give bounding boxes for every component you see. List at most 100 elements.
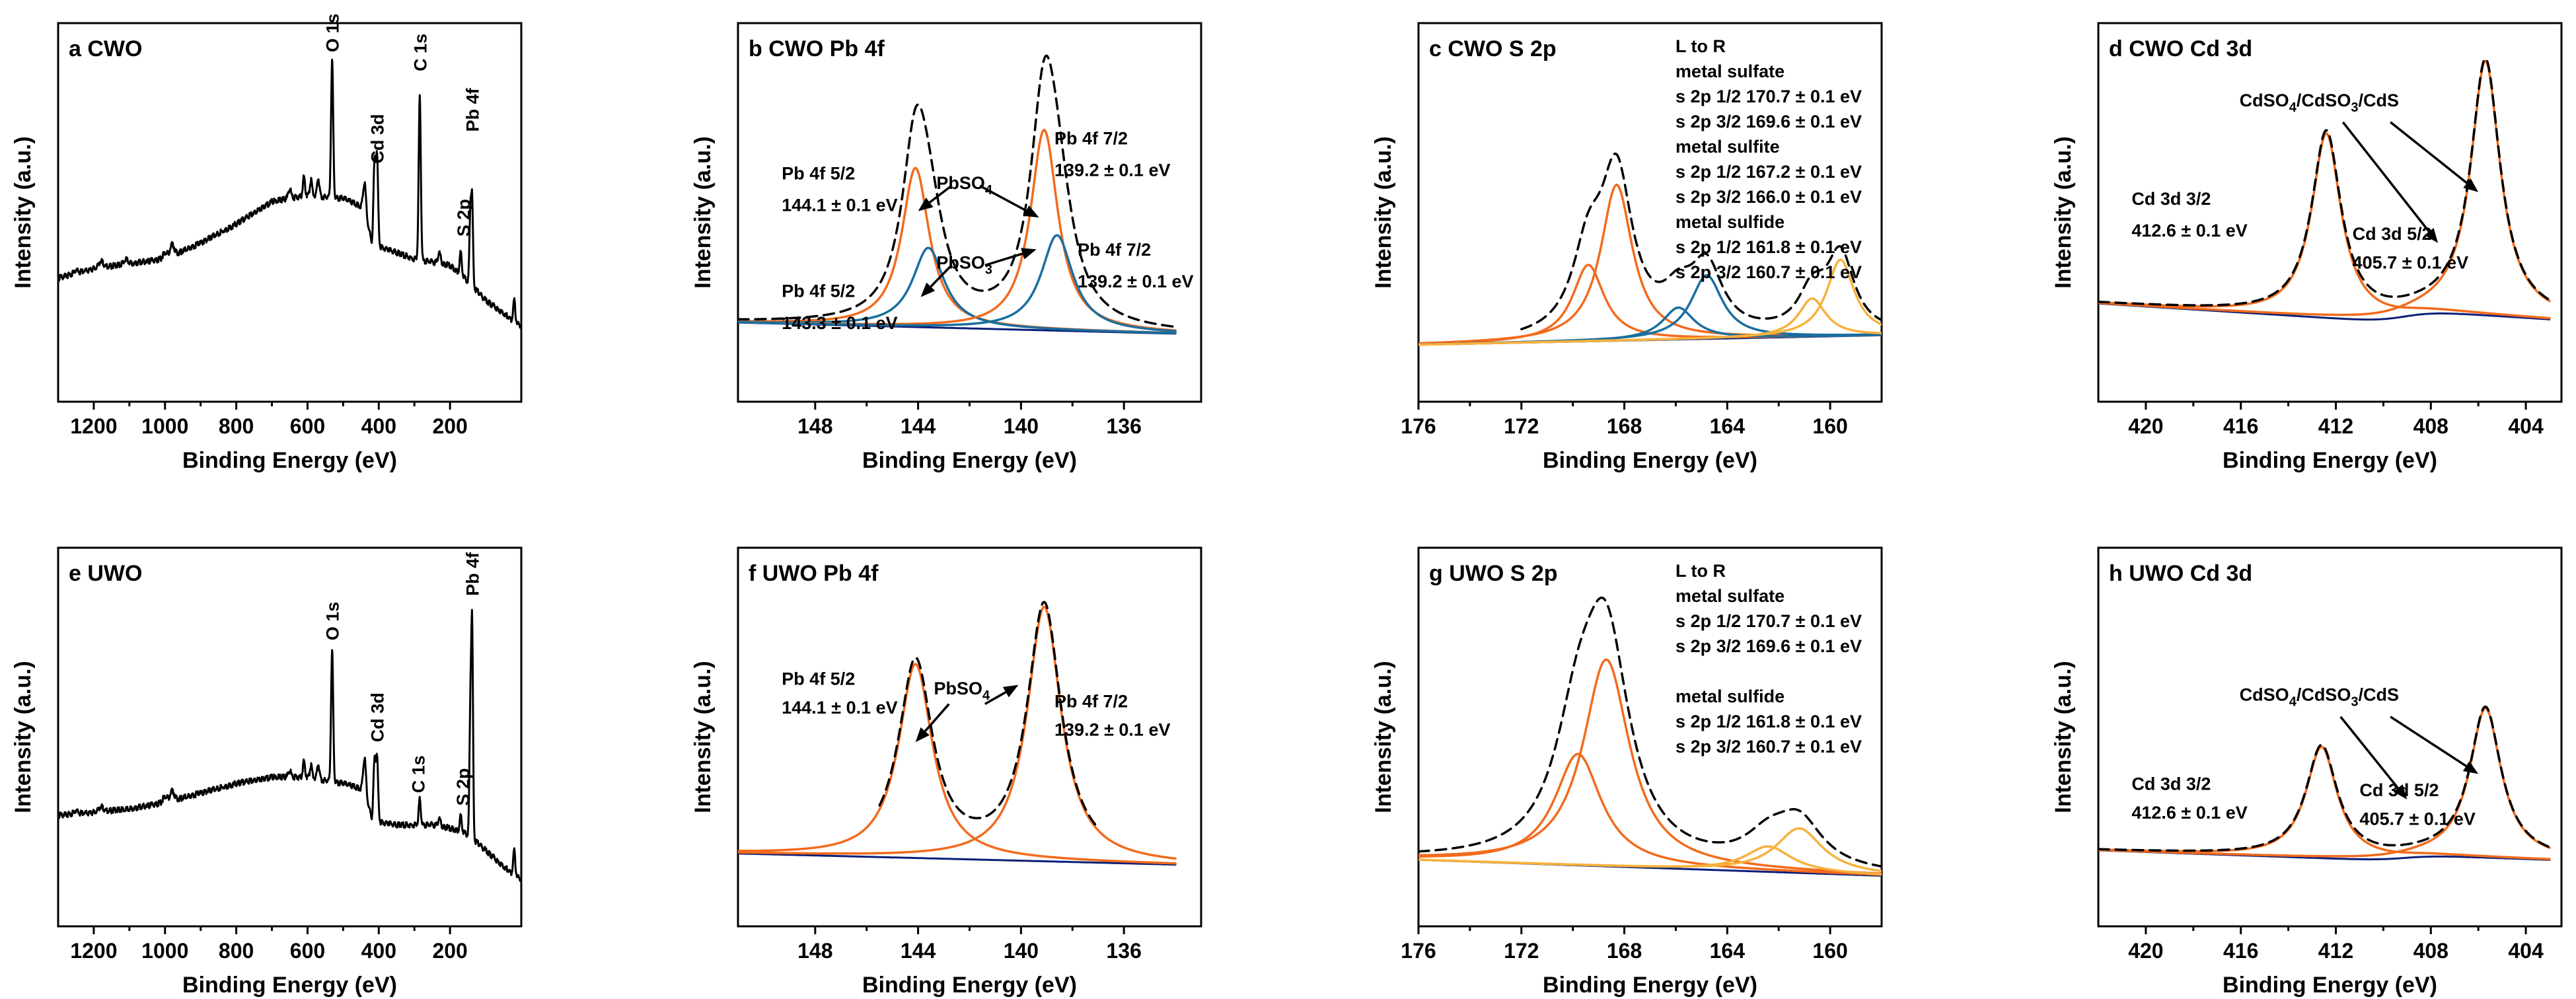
y-axis-label: Intensity (a.u.) <box>11 136 36 288</box>
peak-label: Cd 3d <box>368 114 388 163</box>
component-curve <box>1418 658 1882 875</box>
annotation-arrow-head <box>2462 760 2479 774</box>
legend-line: s 2p 3/2 169.6 ± 0.1 eV <box>1675 636 1862 656</box>
panel-title: h UWO Cd 3d <box>2109 561 2252 586</box>
plot-frame <box>1417 546 1883 928</box>
x-tick-label: 412 <box>2318 414 2353 438</box>
peak-annotation: 143.3 ± 0.1 eV <box>782 313 897 333</box>
peak-label: C 1s <box>410 34 430 71</box>
annotation-arrow-line <box>2341 121 2430 233</box>
legend-line: L to R <box>1675 561 1726 581</box>
annotation-arrow-head <box>1023 205 1039 218</box>
x-tick-label: 404 <box>2508 939 2544 963</box>
peak-label: Cd 3d <box>368 692 388 742</box>
annotation-arrow-head <box>2393 784 2408 799</box>
x-tick-label: 420 <box>2128 414 2163 438</box>
survey-spectrum <box>58 58 521 329</box>
peak-label: Pb 4f <box>463 87 483 131</box>
x-tick-label: 160 <box>1812 414 1847 438</box>
annotation-arrow-line <box>924 703 950 732</box>
panel-title: a CWO <box>69 36 142 61</box>
x-tick-label: 136 <box>1106 939 1141 963</box>
x-tick-label: 416 <box>2223 939 2258 963</box>
legend-line: s 2p 3/2 169.6 ± 0.1 eV <box>1675 112 1862 131</box>
x-tick-label: 140 <box>1004 939 1039 963</box>
legend-line: s 2p 3/2 160.7 ± 0.1 eV <box>1675 262 1862 282</box>
component-curve <box>1418 274 1882 346</box>
panel-d: 420 416 412 408 404 Binding Energy (eV) Intens… <box>2051 22 2563 473</box>
envelope-curve <box>2098 705 2551 852</box>
legend-line: s 2p 3/2 160.7 ± 0.1 eV <box>1675 737 1862 757</box>
legend-line: s 2p 1/2 170.7 ± 0.1 eV <box>1675 87 1862 106</box>
annotation-arrow-head <box>2424 227 2439 243</box>
peak-label: S 2p <box>453 768 473 806</box>
envelope-curve <box>738 54 1177 328</box>
peak-annotation: 405.7 ± 0.1 eV <box>2359 809 2475 829</box>
species-label: PbSO4 <box>934 679 990 703</box>
species-label: PbSO3 <box>936 252 992 277</box>
peak-label: Pb 4f <box>463 552 483 596</box>
peak-annotation: 405.7 ± 0.1 eV <box>2353 252 2468 272</box>
panel-title: g UWO S 2p <box>1429 561 1558 586</box>
peak-annotation: Cd 3d 3/2 <box>2131 189 2211 209</box>
peak-annotation: Pb 4f 5/2 <box>782 669 855 689</box>
legend-line: metal sulfite <box>1675 137 1780 157</box>
x-tick-label: 164 <box>1710 414 1746 438</box>
curves <box>738 601 1177 866</box>
legend-line: metal sulfide <box>1675 212 1785 232</box>
x-tick-label: 600 <box>290 939 325 963</box>
peak-annotation: Pb 4f 7/2 <box>1054 129 1128 149</box>
peak-annotation: 139.2 ± 0.1 eV <box>1054 161 1170 180</box>
peak-annotation: 139.2 ± 0.1 eV <box>1078 272 1193 291</box>
annotation-arrow-line <box>984 252 1023 267</box>
envelope-curve <box>2098 57 2551 307</box>
annotation-arrow-head <box>915 727 930 743</box>
panel-title: e UWO <box>69 561 142 586</box>
annotation-arrow-head <box>2463 178 2479 192</box>
y-axis-label: Intensity (a.u.) <box>690 136 716 288</box>
peak-annotation: Pb 4f 7/2 <box>1078 240 1151 260</box>
x-tick-label: 800 <box>219 414 254 438</box>
curves <box>1418 152 1882 346</box>
legend-line: metal sulfate <box>1675 61 1785 81</box>
plot-frame <box>2097 22 2563 403</box>
panel-h: 420 416 412 408 404 Binding Energy (eV) Intens… <box>2051 546 2563 998</box>
x-tick-label: 408 <box>2413 414 2448 438</box>
x-tick-label: 404 <box>2508 414 2544 438</box>
legend-line: s 2p 3/2 166.0 ± 0.1 eV <box>1675 187 1862 207</box>
species-label: CdSO4/CdSO3/CdS <box>2240 91 2399 115</box>
peak-annotation: 412.6 ± 0.1 eV <box>2131 803 2247 823</box>
panel-a: 1200 1000 800 600 400 200 Binding Energy (eV) I… <box>11 13 523 473</box>
x-tick-label: 400 <box>361 414 396 438</box>
x-tick-label: 420 <box>2128 939 2163 963</box>
component-curve <box>738 605 1177 860</box>
envelope-curve <box>878 601 1099 829</box>
plot-frame <box>57 22 523 403</box>
plot-frame <box>2097 546 2563 928</box>
peak-annotation: Pb 4f 5/2 <box>782 281 855 301</box>
envelope-curve <box>1418 596 1882 868</box>
y-axis-label: Intensity (a.u.) <box>690 661 716 813</box>
component-curve <box>1418 827 1882 873</box>
x-tick-label: 412 <box>2318 939 2353 963</box>
plot-frame <box>57 546 523 928</box>
x-axis-label: Binding Energy (eV) <box>1543 973 1757 998</box>
x-axis-label: Binding Energy (eV) <box>182 973 397 998</box>
peak-annotation: 144.1 ± 0.1 eV <box>782 698 897 718</box>
species-label: PbSO4 <box>936 173 993 198</box>
annotation-arrow-line <box>2339 716 2399 789</box>
y-axis-label: Intensity (a.u.) <box>2051 661 2076 813</box>
peak-annotation: 144.1 ± 0.1 eV <box>782 196 897 215</box>
component-curve <box>738 234 1177 332</box>
plot-frame <box>1417 22 1883 403</box>
x-axis-label: Binding Energy (eV) <box>2223 448 2437 473</box>
species-label: CdSO4/CdSO3/CdS <box>2240 685 2399 710</box>
panel-title: f UWO Pb 4f <box>749 561 879 586</box>
x-axis-label: Binding Energy (eV) <box>862 448 1077 473</box>
x-tick-label: 1000 <box>141 939 188 963</box>
survey-spectrum <box>58 609 521 882</box>
x-tick-label: 168 <box>1607 414 1642 438</box>
x-tick-label: 800 <box>219 939 254 963</box>
peak-annotation: 412.6 ± 0.1 eV <box>2131 221 2247 240</box>
